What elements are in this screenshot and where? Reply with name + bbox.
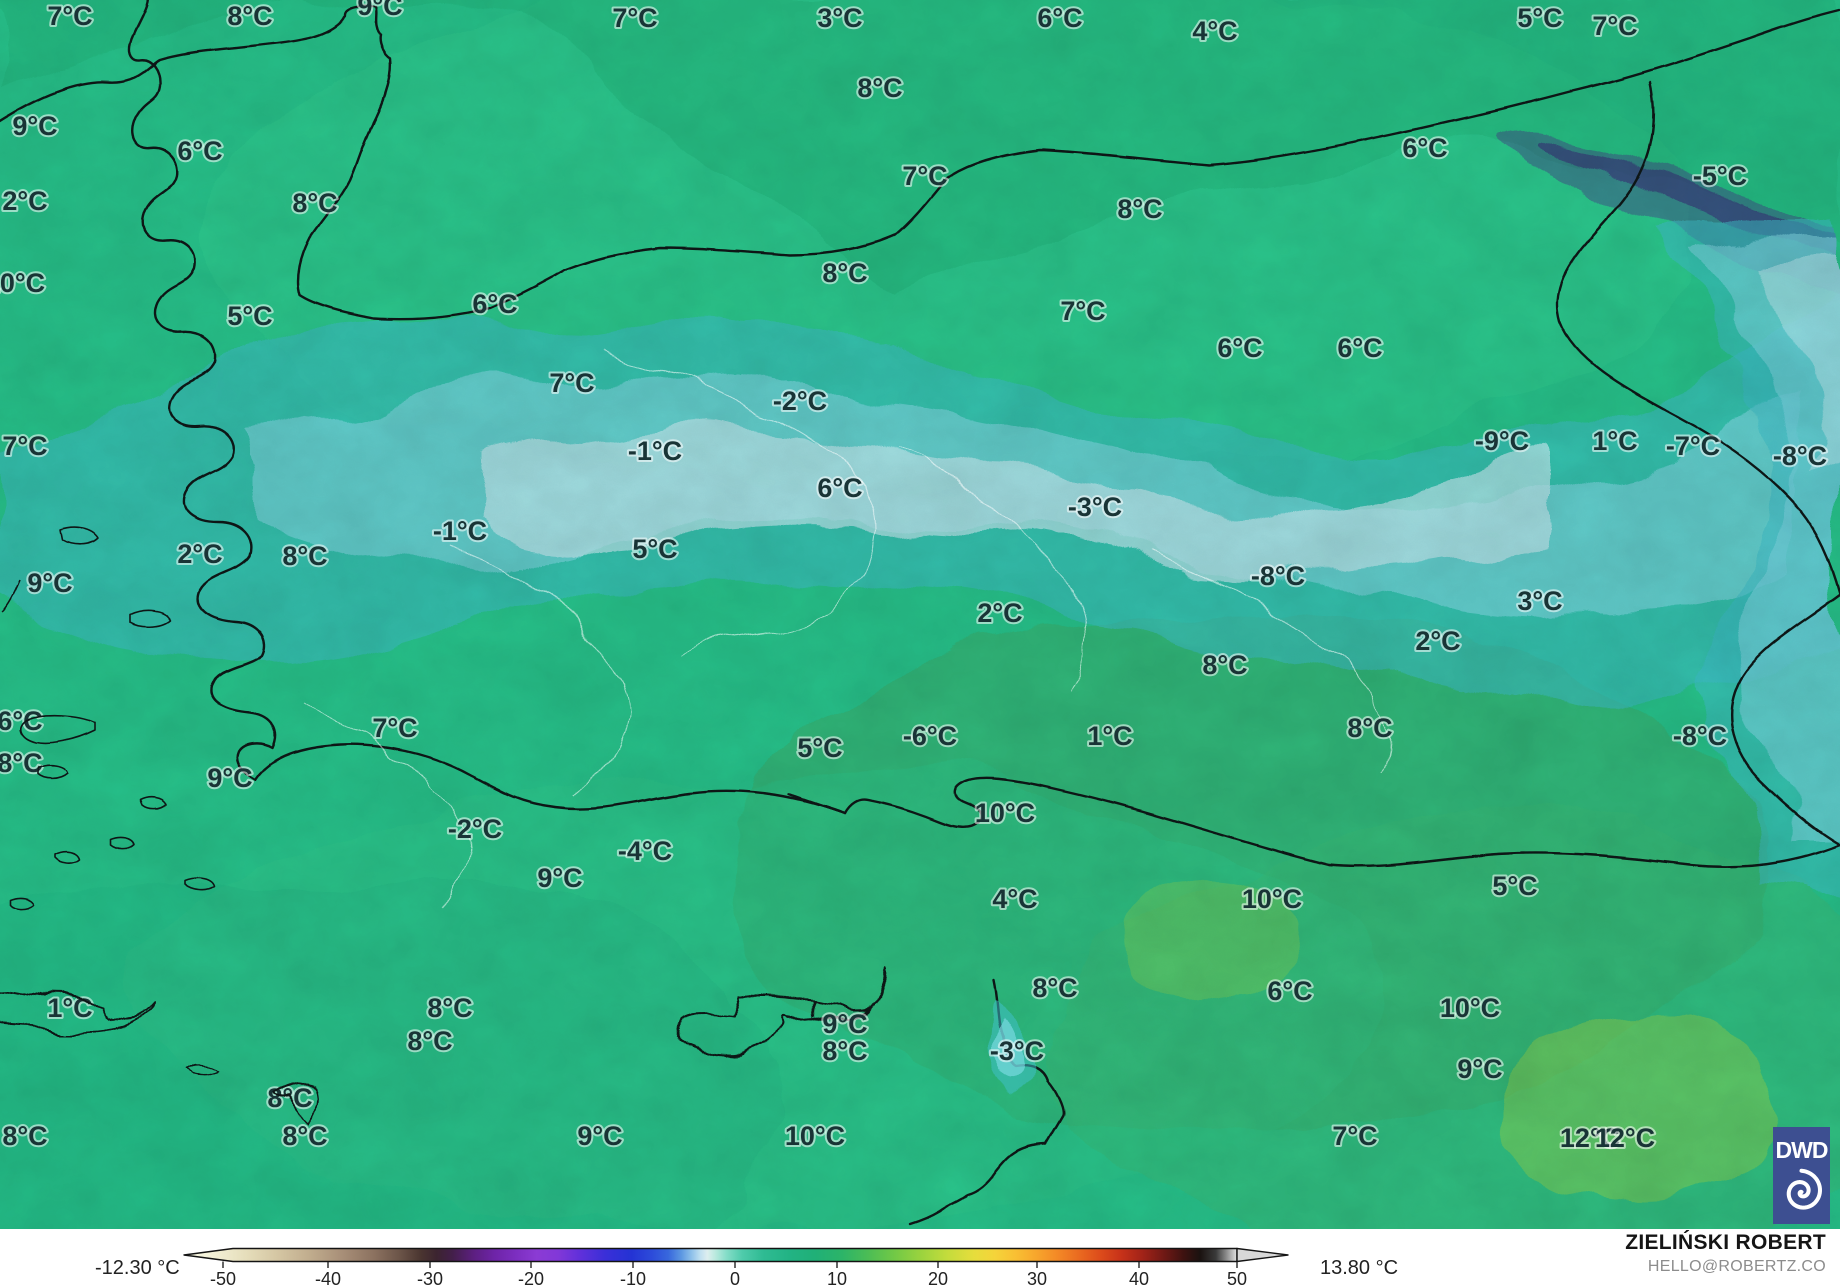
svg-text:4°C: 4°C: [992, 884, 1037, 914]
svg-text:7°C: 7°C: [902, 161, 947, 191]
svg-text:6°C: 6°C: [1337, 333, 1382, 363]
svg-text:9°C: 9°C: [207, 763, 252, 793]
svg-text:2°C: 2°C: [977, 598, 1022, 628]
svg-text:8°C: 8°C: [1202, 650, 1247, 680]
svg-text:3°C: 3°C: [817, 3, 862, 33]
svg-text:-8°C: -8°C: [1673, 721, 1727, 751]
svg-text:-8°C: -8°C: [1251, 561, 1305, 591]
svg-text:9°C: 9°C: [577, 1121, 622, 1151]
svg-text:8°C: 8°C: [857, 73, 902, 103]
svg-text:8°C: 8°C: [1032, 973, 1077, 1003]
svg-text:8°C: 8°C: [407, 1026, 452, 1056]
svg-text:9°C: 9°C: [537, 863, 582, 893]
svg-text:-5°C: -5°C: [1693, 161, 1747, 191]
svg-text:5°C: 5°C: [1492, 871, 1537, 901]
svg-text:6°C: 6°C: [1402, 133, 1447, 163]
svg-text:6°C: 6°C: [1037, 3, 1082, 33]
svg-text:8°C: 8°C: [822, 258, 867, 288]
svg-text:7°C: 7°C: [1592, 11, 1637, 41]
svg-text:-3°C: -3°C: [990, 1036, 1044, 1066]
svg-text:7°C: 7°C: [612, 3, 657, 33]
svg-text:10°C: 10°C: [1242, 884, 1302, 914]
svg-text:8°C: 8°C: [1117, 194, 1162, 224]
svg-text:6°C: 6°C: [1267, 976, 1312, 1006]
svg-text:-2°C: -2°C: [448, 814, 502, 844]
svg-text:8°C: 8°C: [427, 993, 472, 1023]
svg-text:9°C: 9°C: [27, 568, 72, 598]
svg-text:7°C: 7°C: [47, 1, 92, 31]
svg-text:-1°C: -1°C: [433, 516, 487, 546]
svg-text:9°C: 9°C: [12, 111, 57, 141]
svg-text:5°C: 5°C: [797, 733, 842, 763]
svg-text:10°C: 10°C: [975, 798, 1035, 828]
svg-text:6°C: 6°C: [0, 706, 43, 736]
svg-text:10°C: 10°C: [0, 268, 45, 298]
svg-text:-2°C: -2°C: [773, 386, 827, 416]
svg-text:9°C: 9°C: [1457, 1054, 1502, 1084]
svg-text:-8°C: -8°C: [1773, 441, 1827, 471]
svg-text:-6°C: -6°C: [903, 721, 957, 751]
svg-text:5°C: 5°C: [227, 301, 272, 331]
svg-text:6°C: 6°C: [1217, 333, 1262, 363]
svg-text:8°C: 8°C: [282, 1121, 327, 1151]
svg-text:7°C: 7°C: [549, 368, 594, 398]
svg-text:1°C: 1°C: [1087, 721, 1132, 751]
svg-text:-9°C: -9°C: [1475, 426, 1529, 456]
svg-text:7°C: 7°C: [2, 431, 47, 461]
svg-text:5°C: 5°C: [1517, 3, 1562, 33]
svg-text:1°C: 1°C: [1592, 426, 1637, 456]
svg-text:DWD: DWD: [1776, 1137, 1828, 1163]
svg-text:7°C: 7°C: [1332, 1121, 1377, 1151]
svg-text:8°C: 8°C: [227, 1, 272, 31]
svg-text:5°C: 5°C: [632, 534, 677, 564]
svg-text:2°C: 2°C: [177, 539, 222, 569]
svg-text:10°C: 10°C: [1440, 993, 1500, 1023]
svg-text:-7°C: -7°C: [1666, 431, 1720, 461]
svg-text:12°C: 12°C: [1595, 1123, 1655, 1153]
svg-text:9°C: 9°C: [357, 0, 402, 21]
svg-text:8°C: 8°C: [822, 1036, 867, 1066]
svg-text:4°C: 4°C: [1192, 16, 1237, 46]
svg-text:6°C: 6°C: [177, 136, 222, 166]
svg-text:9°C: 9°C: [822, 1009, 867, 1039]
svg-text:7°C: 7°C: [1060, 296, 1105, 326]
svg-text:8°C: 8°C: [292, 188, 337, 218]
svg-text:8°C: 8°C: [282, 541, 327, 571]
svg-text:2°C: 2°C: [1415, 626, 1460, 656]
svg-text:7°C: 7°C: [372, 713, 417, 743]
svg-text:8°C: 8°C: [1347, 713, 1392, 743]
svg-text:8°C: 8°C: [0, 748, 43, 778]
svg-text:6°C: 6°C: [817, 473, 862, 503]
svg-text:-4°C: -4°C: [618, 836, 672, 866]
svg-text:10°C: 10°C: [785, 1121, 845, 1151]
svg-text:3°C: 3°C: [1517, 586, 1562, 616]
svg-text:6°C: 6°C: [472, 289, 517, 319]
svg-text:-1°C: -1°C: [628, 436, 682, 466]
svg-text:8°C: 8°C: [2, 1121, 47, 1151]
svg-text:2°C: 2°C: [2, 186, 47, 216]
svg-text:-3°C: -3°C: [1068, 492, 1122, 522]
